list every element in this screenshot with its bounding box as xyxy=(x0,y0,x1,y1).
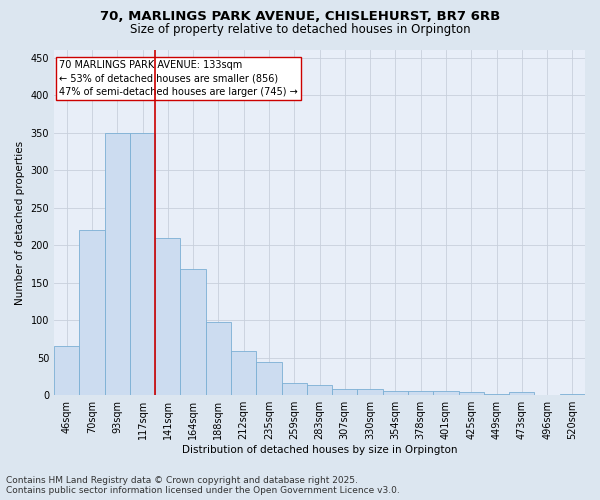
Bar xyxy=(130,132,155,395)
Bar xyxy=(181,269,206,395)
Bar xyxy=(458,392,484,395)
Bar xyxy=(256,362,281,395)
Bar xyxy=(332,389,358,395)
X-axis label: Distribution of detached houses by size in Orpington: Distribution of detached houses by size … xyxy=(182,445,457,455)
Bar xyxy=(433,392,458,395)
Bar xyxy=(509,392,535,395)
Bar xyxy=(54,346,79,395)
Y-axis label: Number of detached properties: Number of detached properties xyxy=(15,140,25,304)
Bar xyxy=(358,389,383,395)
Bar xyxy=(484,394,509,395)
Bar xyxy=(231,351,256,395)
Text: 70, MARLINGS PARK AVENUE, CHISLEHURST, BR7 6RB: 70, MARLINGS PARK AVENUE, CHISLEHURST, B… xyxy=(100,10,500,23)
Text: Contains HM Land Registry data © Crown copyright and database right 2025.
Contai: Contains HM Land Registry data © Crown c… xyxy=(6,476,400,495)
Bar xyxy=(206,322,231,395)
Bar xyxy=(408,390,433,395)
Text: Size of property relative to detached houses in Orpington: Size of property relative to detached ho… xyxy=(130,22,470,36)
Text: 70 MARLINGS PARK AVENUE: 133sqm
← 53% of detached houses are smaller (856)
47% o: 70 MARLINGS PARK AVENUE: 133sqm ← 53% of… xyxy=(59,60,298,97)
Bar xyxy=(560,394,585,395)
Bar xyxy=(155,238,181,395)
Bar xyxy=(307,384,332,395)
Bar xyxy=(104,132,130,395)
Bar xyxy=(383,390,408,395)
Bar xyxy=(281,383,307,395)
Bar xyxy=(79,230,104,395)
